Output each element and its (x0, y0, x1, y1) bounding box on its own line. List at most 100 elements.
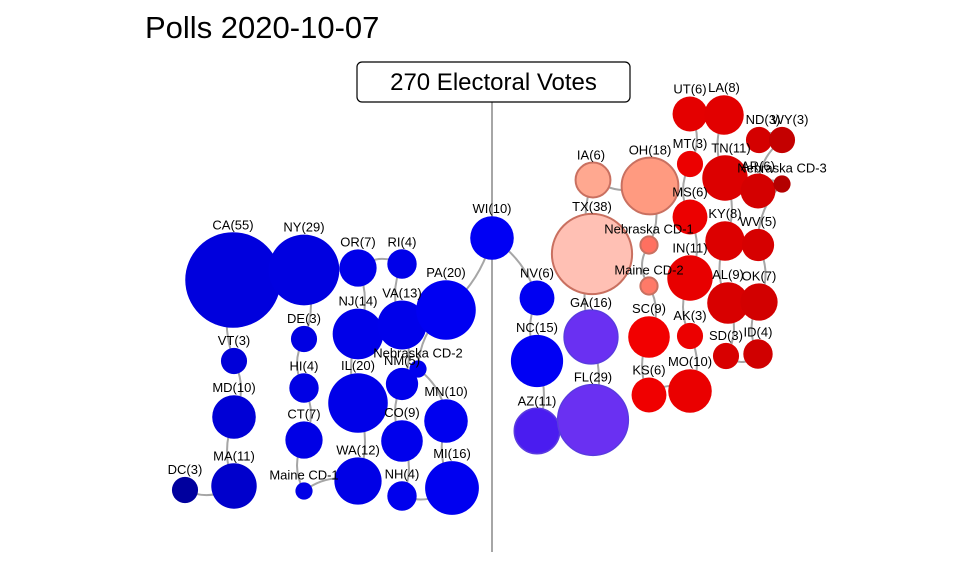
state-bubble (285, 421, 323, 459)
state-label: ND(3) (746, 112, 781, 127)
state-bubble (387, 249, 417, 279)
state-bubble (424, 399, 468, 443)
state-bubble (381, 420, 423, 462)
state-label: NY(29) (283, 220, 324, 235)
state-label: AR(6) (741, 159, 775, 174)
state-label: AL(9) (712, 267, 744, 282)
state-label: OK(7) (742, 268, 777, 283)
state-bubble (672, 199, 708, 235)
state-label: MA(11) (213, 448, 255, 463)
state-bubble (705, 221, 745, 261)
state-bubble (676, 150, 704, 178)
state-label: TX(38) (572, 199, 612, 214)
state-bubble (773, 175, 791, 193)
state-bubble (745, 126, 773, 154)
state-label: MO(10) (668, 354, 712, 369)
state-label: SD(3) (709, 328, 743, 343)
state-bubble (676, 322, 704, 350)
state-label: CO(9) (384, 405, 419, 420)
state-bubble (707, 282, 749, 324)
state-bubble (574, 161, 612, 199)
state-label: WA(12) (336, 442, 380, 457)
state-bubbles (171, 95, 796, 515)
state-label: NV(6) (520, 266, 554, 281)
state-bubble (268, 234, 340, 306)
state-label: WV(5) (740, 214, 777, 229)
state-label: OR(7) (340, 234, 375, 249)
chart-title: Polls 2020-10-07 (145, 10, 379, 45)
state-label: NJ(14) (338, 294, 377, 309)
state-bubble (211, 463, 257, 509)
state-bubble (334, 457, 382, 505)
state-bubble (631, 377, 667, 413)
state-label: DC(3) (168, 462, 203, 477)
state-label: IA(6) (577, 148, 605, 163)
state-label: TN(11) (711, 140, 750, 155)
state-label: VA(13) (382, 286, 422, 301)
state-label: SC(9) (632, 301, 666, 316)
state-label: RI(4) (388, 234, 417, 249)
threshold-annotation: 270 Electoral Votes (356, 61, 631, 103)
state-bubble (519, 280, 555, 316)
state-label: IN(11) (672, 240, 707, 255)
state-bubble (377, 300, 427, 350)
state-bubble (639, 276, 659, 296)
state-label: ID(4) (744, 324, 773, 339)
state-label: FL(29) (574, 370, 612, 385)
state-label: MI(16) (433, 446, 471, 461)
state-bubble (290, 325, 318, 353)
state-labels: DC(3) MA(11) MD(10) VT(3) CA(55) NY(29) DE(3) H… (168, 80, 827, 482)
state-label: Nebraska CD-1 (604, 221, 694, 236)
state-bubble (171, 476, 199, 504)
state-label: Maine CD-1 (269, 467, 338, 482)
state-label: Maine CD-2 (614, 262, 683, 277)
state-label: NC(15) (516, 320, 558, 335)
state-bubble (220, 347, 248, 375)
state-label: KY(8) (708, 206, 741, 221)
state-bubble (702, 155, 748, 201)
annotation-box (356, 61, 631, 103)
state-bubble (425, 461, 479, 515)
state-bubble (639, 235, 659, 255)
state-label: LA(8) (708, 80, 740, 95)
state-label: MN(10) (424, 384, 467, 399)
state-bubble (385, 367, 419, 401)
state-bubble (510, 334, 564, 388)
state-label: VT(3) (218, 333, 251, 348)
state-bubble (740, 173, 776, 209)
state-bubble (289, 373, 319, 403)
state-label: AZ(11) (518, 393, 557, 408)
state-label: IL(20) (341, 358, 375, 373)
state-bubble (295, 482, 313, 500)
state-bubble (672, 96, 708, 132)
state-label: CA(55) (212, 217, 253, 232)
state-bubble (628, 316, 670, 358)
state-label: DE(3) (287, 311, 321, 326)
state-label: MD(10) (212, 380, 255, 395)
state-bubble (620, 156, 680, 216)
state-label: HI(4) (290, 358, 319, 373)
state-bubble (387, 481, 417, 511)
state-bubble (332, 308, 384, 360)
state-label: UT(6) (673, 82, 706, 97)
state-bubble (668, 369, 712, 413)
state-label: NH(4) (385, 466, 420, 481)
state-bubble (741, 228, 775, 262)
state-bubble (409, 360, 427, 378)
state-label: WI(10) (473, 201, 512, 216)
state-label: KS(6) (632, 363, 665, 378)
state-label: MS(6) (672, 185, 707, 200)
state-bubble (563, 309, 619, 365)
state-label: NM(5) (384, 353, 420, 368)
state-bubble (556, 383, 630, 457)
state-bubble (550, 212, 634, 296)
state-bubble (704, 95, 744, 135)
state-bubble (712, 342, 740, 370)
state-bubble (743, 339, 773, 369)
state-label: PA(20) (426, 265, 466, 280)
state-label: CT(7) (287, 406, 320, 421)
state-label: MT(3) (673, 136, 708, 151)
state-label: Nebraska CD-2 (373, 345, 463, 360)
state-label: GA(16) (570, 295, 612, 310)
